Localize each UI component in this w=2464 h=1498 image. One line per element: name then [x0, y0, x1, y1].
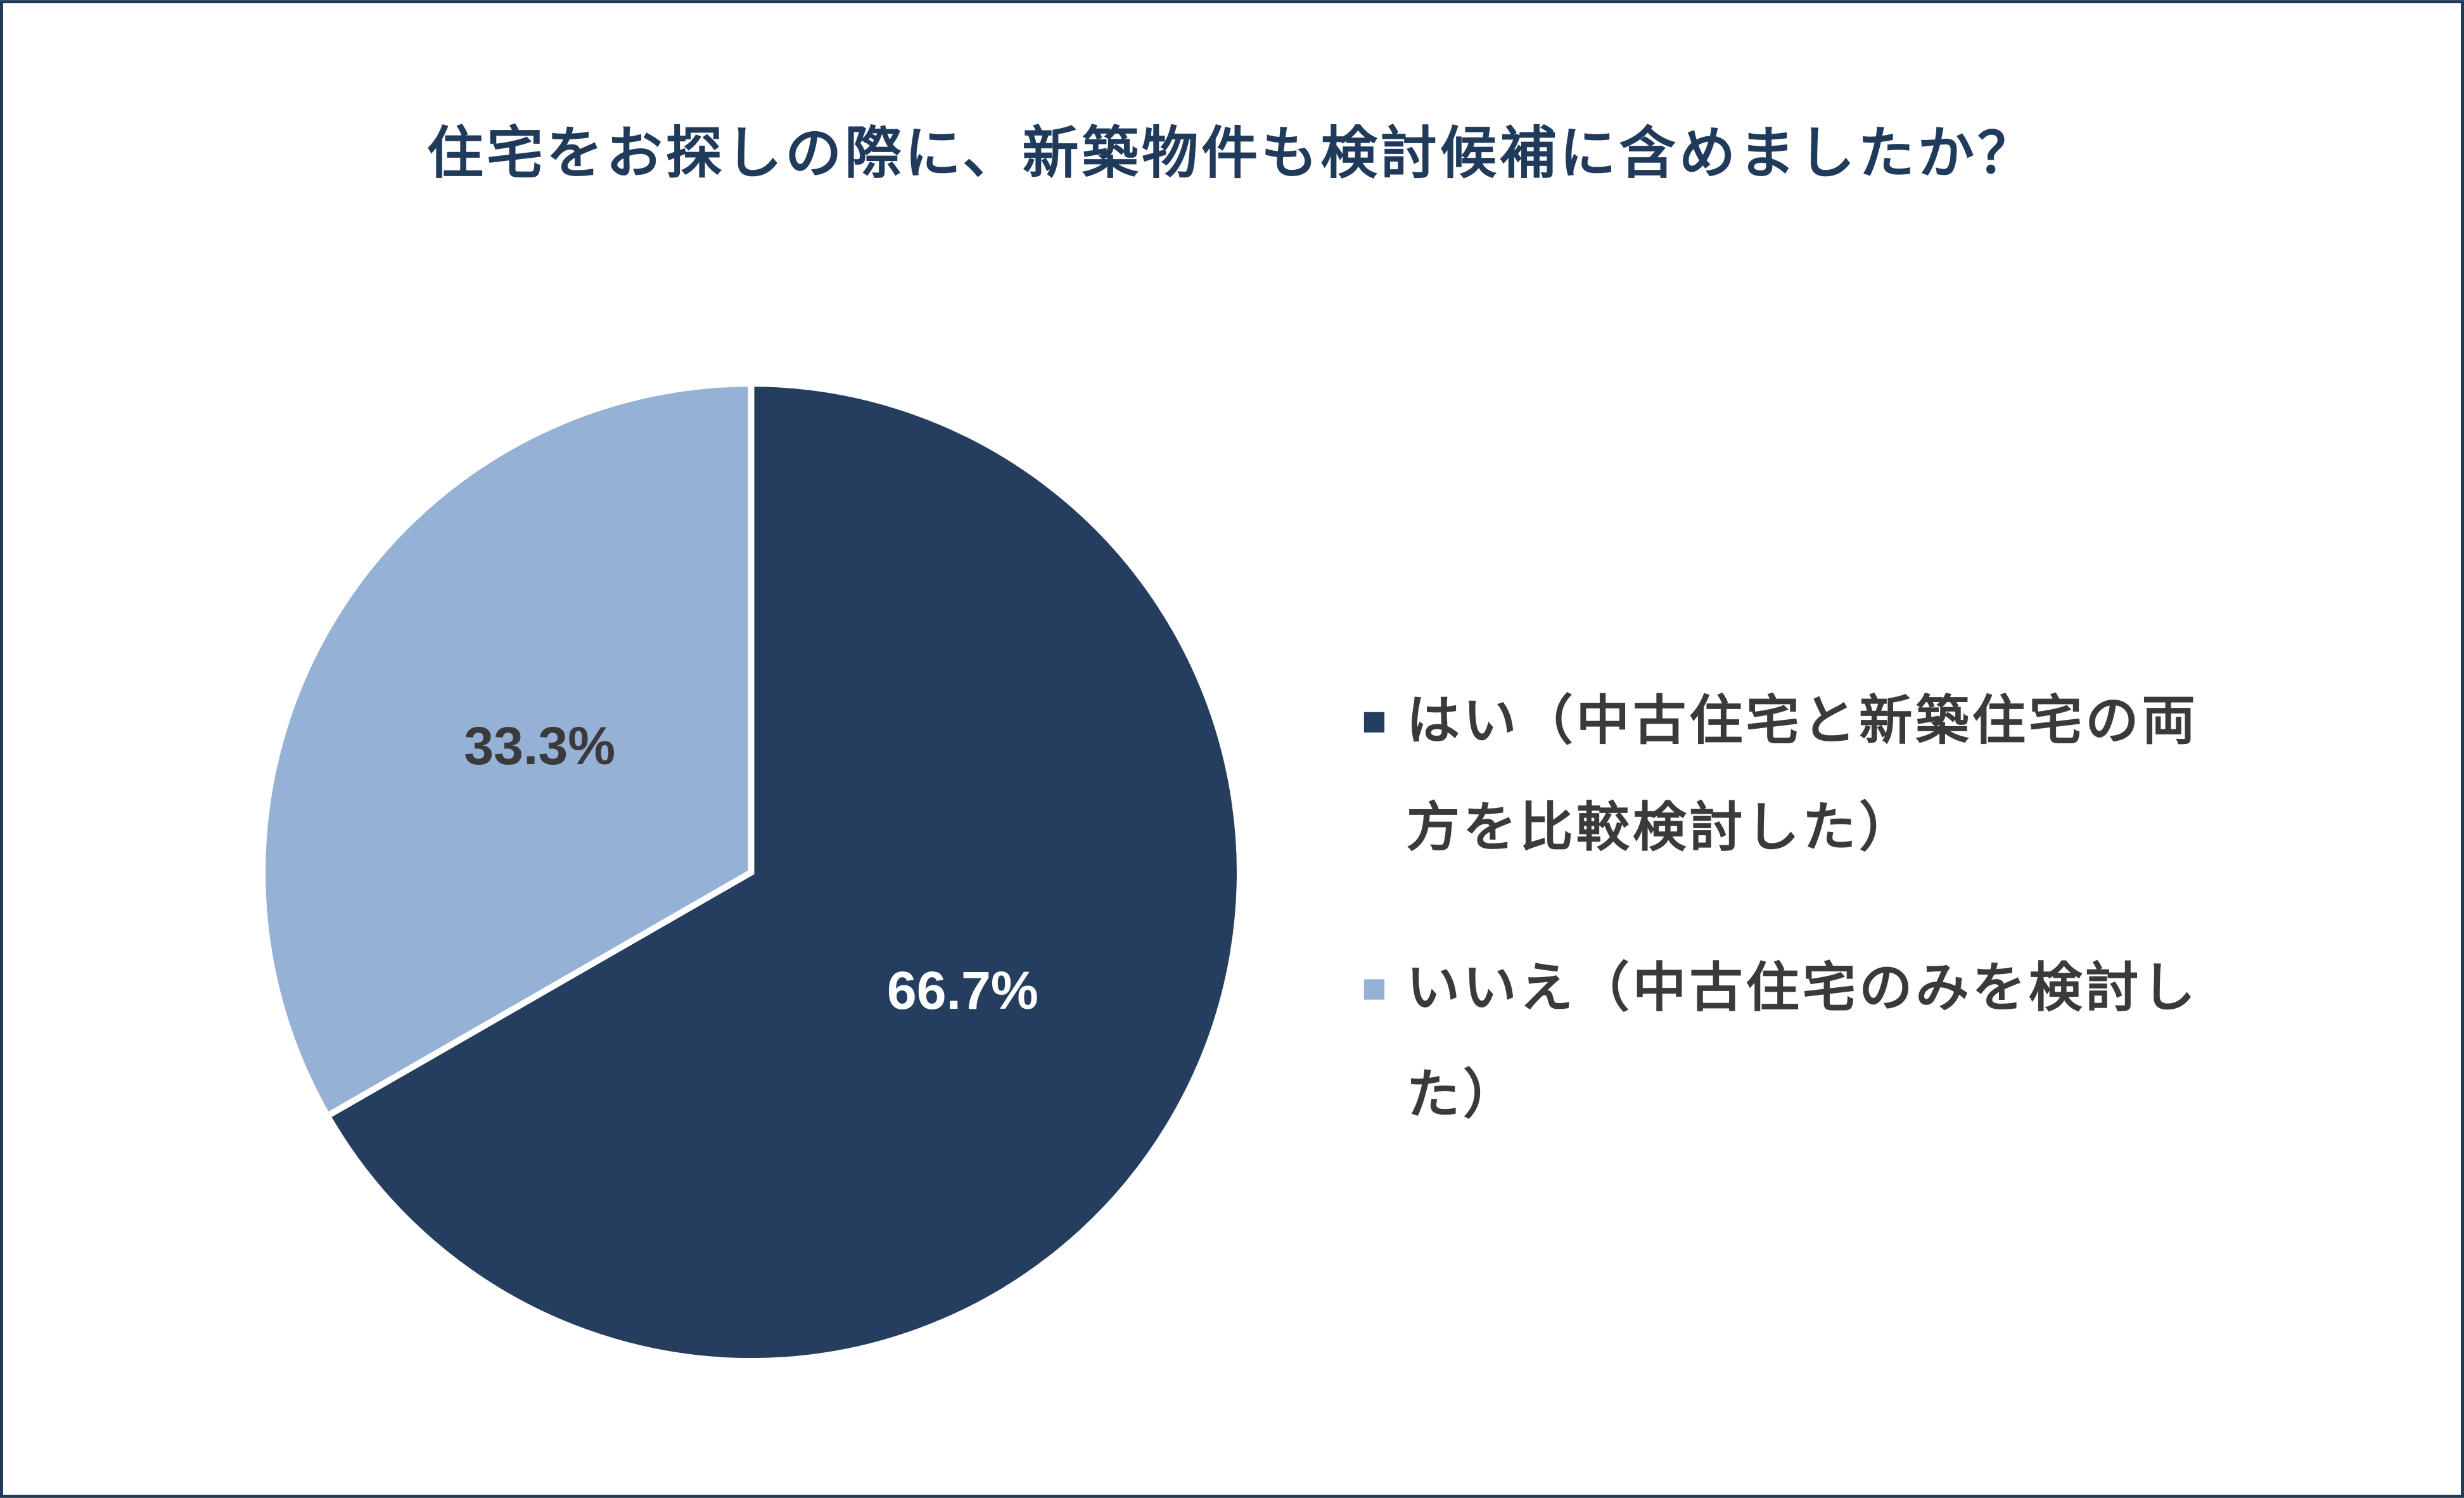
legend: はい（中古住宅と新築住宅の両方を比較検討した） いいえ（中古住宅のみを検討した）: [1363, 689, 2199, 1127]
legend-item: いいえ（中古住宅のみを検討した）: [1406, 957, 2199, 1127]
legend-swatch: [1363, 712, 1385, 733]
legend-item: はい（中古住宅と新築住宅の両方を比較検討した）: [1406, 689, 2199, 860]
pie-slice: [259, 380, 755, 1120]
data-label: 33.3%: [464, 716, 615, 776]
chart-title: 住宅をお探しの際に、新築物件も検討候補に含めましたか？: [427, 121, 2037, 187]
data-label: 66.7%: [887, 961, 1038, 1020]
legend-label: いいえ（中古住宅のみを検討した）: [1406, 957, 2199, 1127]
pie-slice: [322, 380, 1243, 1365]
legend-swatch: [1363, 979, 1385, 1000]
legend-label: はい（中古住宅と新築住宅の両方を比較検討した）: [1406, 689, 2199, 860]
pie: 66.7% 33.3%: [259, 380, 1243, 1365]
